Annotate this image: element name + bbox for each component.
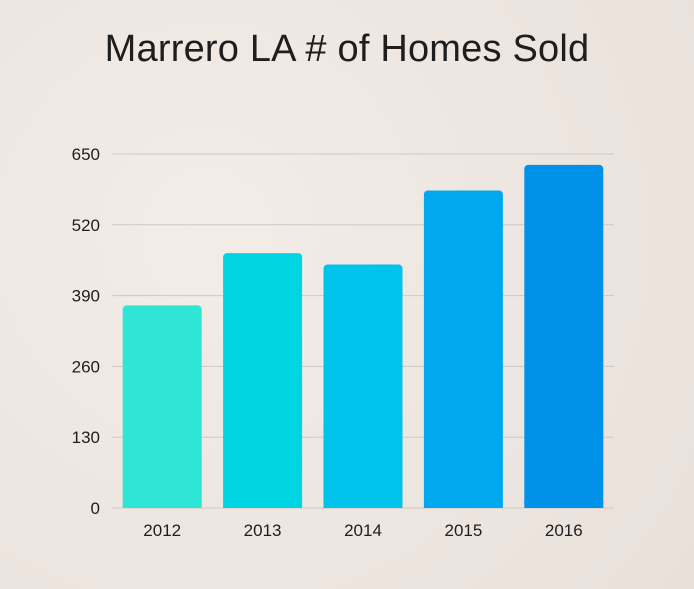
bar-base-2012 — [122, 502, 202, 508]
y-tick-label: 650 — [72, 145, 100, 164]
y-axis-ticks: 0 130 260 390 520 650 — [72, 145, 100, 518]
bar-2015[interactable] — [423, 190, 503, 508]
x-tick-label: 2016 — [545, 521, 583, 540]
bar-2012[interactable] — [122, 305, 202, 508]
x-tick-label: 2013 — [244, 521, 282, 540]
bars — [122, 164, 604, 508]
bar-2013[interactable] — [223, 253, 303, 508]
chart-title: Marrero LA # of Homes Sold — [104, 28, 590, 70]
x-tick-label: 2015 — [444, 521, 482, 540]
bar-2014[interactable] — [323, 264, 403, 508]
bar-base-2013 — [223, 502, 303, 508]
y-tick-label: 520 — [72, 216, 100, 235]
bar-base-2014 — [323, 502, 403, 508]
x-tick-label: 2012 — [143, 521, 181, 540]
y-tick-label: 130 — [72, 428, 100, 447]
bar-2016[interactable] — [524, 164, 604, 508]
y-tick-label: 260 — [72, 357, 100, 376]
y-tick-label: 390 — [72, 287, 100, 306]
bar-base-2015 — [423, 502, 503, 508]
y-tick-label: 0 — [91, 499, 100, 518]
bar-base-2016 — [524, 502, 604, 508]
x-axis-ticks: 2012 2013 2014 2015 2016 — [143, 521, 582, 540]
x-tick-label: 2014 — [344, 521, 382, 540]
